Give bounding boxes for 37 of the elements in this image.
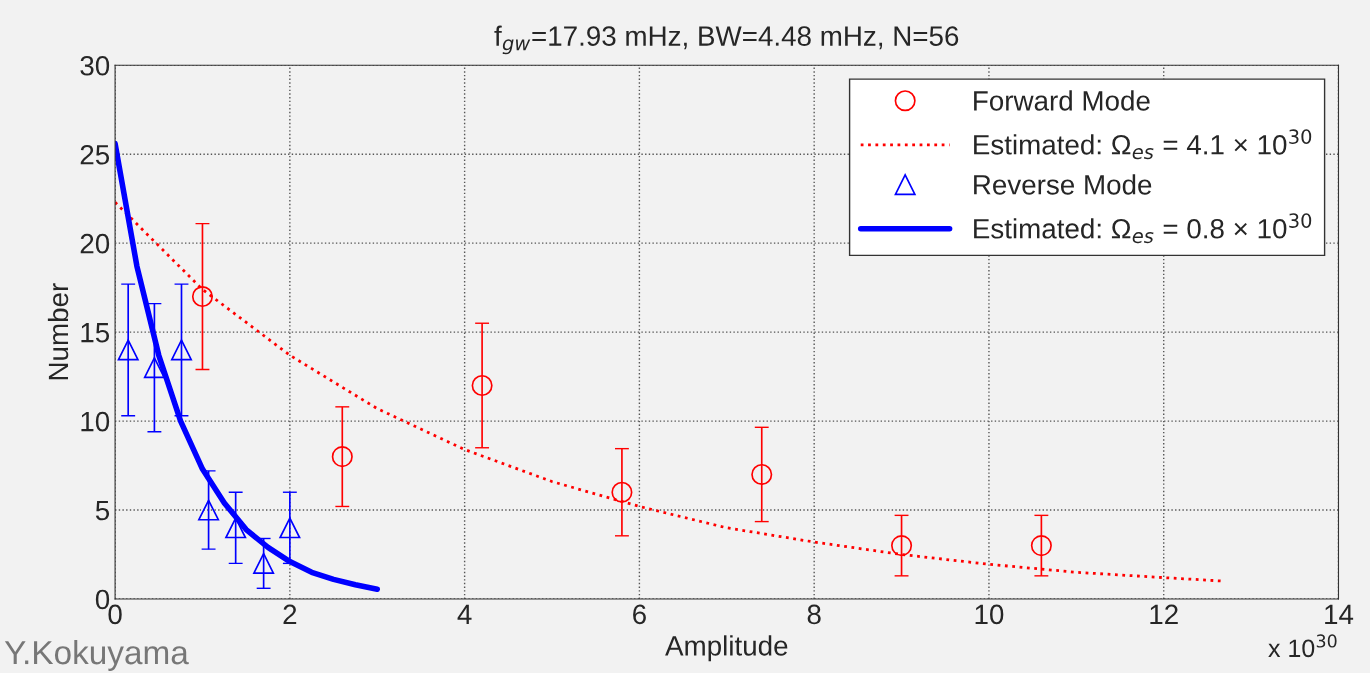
legend-label: Estimated: Ω$_{es}$ = 0.8 × 10$^{30}$ [974, 213, 1312, 244]
y-axis-title: Number [47, 283, 69, 380]
point [1030, 535, 1052, 557]
y-tick-label: 30 [80, 55, 110, 76]
point [225, 517, 247, 539]
point [751, 463, 773, 486]
point [170, 339, 193, 361]
point [331, 446, 353, 468]
x-axis-title: Amplitude [665, 635, 788, 662]
x-tick-label: 10 [975, 604, 1004, 625]
y-tick-label: 0 [95, 589, 110, 610]
legend-label: Estimated: Ω$_{es}$ = 4.1 × 10$^{30}$ [974, 129, 1312, 160]
point [279, 517, 301, 539]
x-tick-label: 6 [633, 604, 646, 625]
chart-title: f$_{gw}$=17.93 mHz, BW=4.48 mHz, N=56 [494, 25, 959, 55]
x-tick-label: 14 [1325, 604, 1354, 624]
point [117, 339, 139, 361]
x-tick-label: 12 [1150, 604, 1178, 624]
legend-label: Reverse Mode [974, 174, 1152, 195]
text: x 10$^{30}$ [1268, 634, 1337, 658]
y-tick-label: 15 [81, 323, 110, 343]
x-tick-label: 4 [457, 604, 472, 624]
point [253, 552, 275, 574]
text: Y.Kokuyama [4, 639, 189, 671]
y-tick-label: 25 [80, 144, 110, 165]
point [471, 374, 493, 397]
y-tick-label: 10 [81, 411, 110, 432]
y-tick-label: 20 [80, 233, 110, 254]
point [198, 499, 220, 521]
x-tick-label: 8 [807, 604, 821, 625]
point [891, 535, 913, 557]
legend-label: Forward Mode [974, 90, 1150, 111]
x-tick-label: 2 [283, 604, 297, 624]
point [191, 285, 214, 308]
point [611, 481, 633, 503]
point [143, 357, 165, 379]
y-tick-label: 5 [95, 500, 110, 521]
